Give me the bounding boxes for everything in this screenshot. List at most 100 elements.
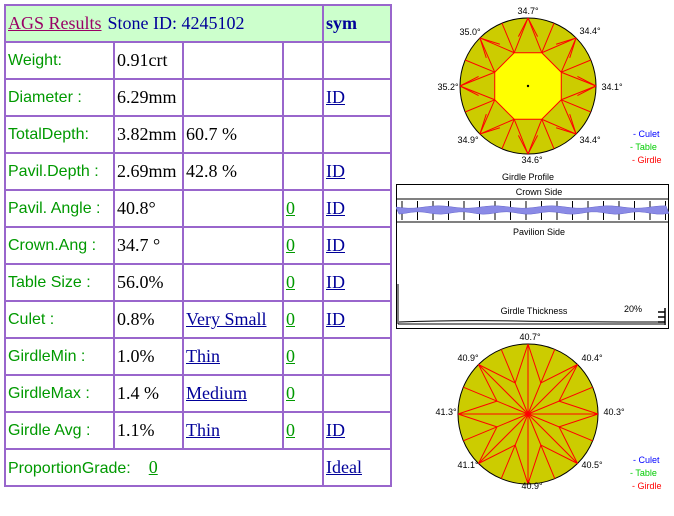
row-value: 34.7 °	[113, 226, 184, 265]
proportion-grade-link[interactable]: 0	[148, 457, 158, 477]
crown-facet-line	[479, 37, 487, 59]
crown-culet-dot	[526, 84, 530, 88]
pavilion-facet-line	[558, 364, 578, 402]
girdle-min-grade-link[interactable]: 0	[286, 346, 295, 366]
table-row: Crown.Ang : 34.7 ° 0 ID	[4, 226, 392, 265]
row-grade	[282, 152, 324, 191]
crown-facet-line	[541, 119, 555, 150]
pavilion-facet-line	[558, 413, 599, 428]
pavilion-facet-line	[478, 444, 516, 464]
row-value-2	[182, 226, 284, 265]
row-value: 0.91crt	[113, 41, 184, 80]
crown-facet-line	[561, 59, 592, 73]
legend-culet: - Culet	[633, 455, 660, 465]
table-size-id-link[interactable]: ID	[326, 272, 345, 292]
crown-facet-line	[479, 118, 515, 135]
table-row: Girdle Avg : 1.1% Thin 0 ID	[4, 411, 392, 450]
crown-facet-line	[527, 17, 539, 37]
ags-results-link[interactable]: AGS Results	[8, 13, 102, 33]
pavilion-facet-line	[478, 364, 498, 402]
pavilion-facet-line	[500, 349, 529, 415]
table-row: GirdleMax : 1.4 % Medium 0	[4, 374, 392, 413]
row-value-2: 60.7 %	[182, 115, 284, 154]
crown-facet-line	[527, 119, 543, 155]
pavilion-angle-label: 40.3°	[603, 407, 625, 417]
row-label: GirdleMin :	[4, 337, 115, 376]
pavilion-facet-line	[463, 386, 529, 415]
crown-angle-grade-link[interactable]: 0	[286, 235, 295, 255]
girdle-avg-id-link[interactable]: ID	[326, 420, 345, 440]
culet-grade-link[interactable]: 0	[286, 309, 295, 329]
pavil-depth-id-link[interactable]: ID	[326, 161, 345, 181]
row-grade	[282, 78, 324, 117]
pavilion-facet-line	[540, 364, 578, 384]
pavilion-angle-label: 40.9°	[457, 353, 479, 363]
pavilion-facet-line	[558, 400, 599, 415]
crown-facet-line	[513, 17, 529, 53]
legend-culet: - Culet	[633, 129, 660, 139]
culet-desc-link[interactable]: Very Small	[186, 309, 267, 329]
row-value: 3.82mm	[113, 115, 184, 154]
girdle-max-desc-link[interactable]: Medium	[186, 383, 247, 403]
table-row: Diameter : 6.29mm ID	[4, 78, 392, 117]
girdle-profile-caption: Girdle Profile	[502, 172, 554, 182]
row-id	[322, 337, 392, 376]
girdle-avg-grade-link[interactable]: 0	[286, 420, 295, 440]
diameter-id-link[interactable]: ID	[326, 87, 345, 107]
row-grade	[282, 41, 324, 80]
row-id	[322, 374, 392, 413]
pavilion-facet-line	[527, 386, 593, 415]
crown-facet-line	[560, 37, 577, 73]
crown-facet-line	[459, 71, 495, 87]
row-label: Crown.Ang :	[4, 226, 115, 265]
crown-angle-id-link[interactable]: ID	[326, 235, 345, 255]
header-row: AGS Results Stone ID: 4245102 sym	[4, 4, 392, 43]
girdle-max-grade-link[interactable]: 0	[286, 383, 295, 403]
table-row: TotalDepth: 3.82mm 60.7 %	[4, 115, 392, 154]
pavilion-angle-label: 40.7°	[519, 332, 541, 342]
culet-id-link[interactable]: ID	[326, 309, 345, 329]
row-id	[322, 115, 392, 154]
crown-facet-line	[555, 127, 577, 135]
pavilion-facet-line	[478, 364, 529, 415]
sym-header: sym	[326, 13, 357, 33]
crown-facet-line	[479, 37, 496, 73]
row-label: Pavil. Angle :	[4, 189, 115, 228]
row-grade	[282, 115, 324, 154]
table-row: GirdleMin : 1.0% Thin 0	[4, 337, 392, 376]
table-row: Weight: 0.91crt	[4, 41, 392, 80]
row-id	[322, 41, 392, 80]
pavil-angle-grade-link[interactable]: 0	[286, 198, 295, 218]
girdle-min-desc-link[interactable]: Thin	[186, 346, 220, 366]
crown-angle-label: 34.4°	[579, 26, 601, 36]
pavilion-angle-label: 41.3°	[435, 407, 457, 417]
table-row: Pavil. Angle : 40.8° 0 ID	[4, 189, 392, 228]
crown-facet-line	[459, 85, 495, 101]
legend-table: - Table	[630, 142, 657, 152]
table-size-grade-link[interactable]: 0	[286, 272, 295, 292]
table-row: Table Size : 56.0% 0 ID	[4, 263, 392, 302]
crown-facet-line	[527, 17, 543, 53]
legend-girdle: - Girdle	[632, 155, 662, 165]
row-value-2: 42.8 %	[182, 152, 284, 191]
crown-facet-line	[479, 37, 501, 45]
row-value: 0.8%	[113, 300, 184, 339]
girdle-avg-desc-link[interactable]: Thin	[186, 420, 220, 440]
crown-diagram: 34.7° 34.4° 34.1° 34.4° 34.6° 34.9° 35.2…	[437, 6, 662, 182]
crown-facet-line	[459, 75, 479, 87]
ideal-grade-link[interactable]: Ideal	[326, 457, 362, 477]
pavilion-facet-line	[478, 364, 516, 384]
crown-angle-label: 34.4°	[579, 135, 601, 145]
crown-facet-line	[560, 99, 577, 135]
girdle-thickness-axis	[397, 284, 664, 325]
pavil-angle-id-link[interactable]: ID	[326, 198, 345, 218]
crown-facet-line	[501, 22, 515, 53]
pavilion-facet-line	[527, 364, 578, 415]
crown-facet-line	[561, 71, 597, 87]
table-row: Pavil.Depth : 2.69mm 42.8 % ID	[4, 152, 392, 191]
crown-facet-line	[513, 119, 529, 155]
pavilion-facet-line	[514, 444, 529, 485]
row-value-2	[182, 189, 284, 228]
header-cell: AGS Results Stone ID: 4245102	[4, 4, 324, 43]
pavilion-facet-line	[527, 413, 556, 479]
